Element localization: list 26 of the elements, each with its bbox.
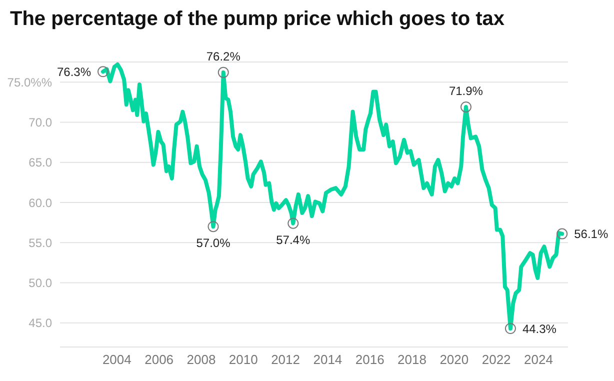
chart-title: The percentage of the pump price which goes to tax <box>10 8 505 31</box>
y-tick-label: 50.0 <box>28 276 52 290</box>
annotation: 56.1% <box>574 227 608 242</box>
annotation: 76.3% <box>56 64 92 79</box>
x-tick-label: 2024 <box>524 352 553 368</box>
x-tick-label: 2020 <box>440 352 469 368</box>
annotation: 57.0% <box>196 236 231 250</box>
x-tick-label: 2010 <box>228 352 258 368</box>
y-tick-label: 75.0%% <box>7 75 52 90</box>
y-tick-label: 70.0 <box>28 115 52 130</box>
x-tick-label: 2018 <box>398 352 426 368</box>
y-tick-label: 55.0 <box>28 236 52 250</box>
y-tick-label: 60.0 <box>28 196 52 210</box>
x-tick-label: 2008 <box>186 352 216 368</box>
y-tick-label: 45.0 <box>28 316 52 330</box>
annotation: 76.2% <box>206 49 241 64</box>
annotation: 57.4% <box>276 232 310 247</box>
x-tick-label: 2012 <box>271 352 300 368</box>
annotation: 44.3% <box>522 322 557 336</box>
annotation: 71.9% <box>448 84 484 98</box>
x-tick-label: 2004 <box>102 352 132 368</box>
y-tick-label: 65.0 <box>28 156 52 170</box>
x-tick-label: 2006 <box>144 352 174 368</box>
x-tick-label: 2014 <box>313 352 342 368</box>
x-tick-label: 2016 <box>355 352 384 368</box>
x-tick-label: 2022 <box>482 352 511 368</box>
